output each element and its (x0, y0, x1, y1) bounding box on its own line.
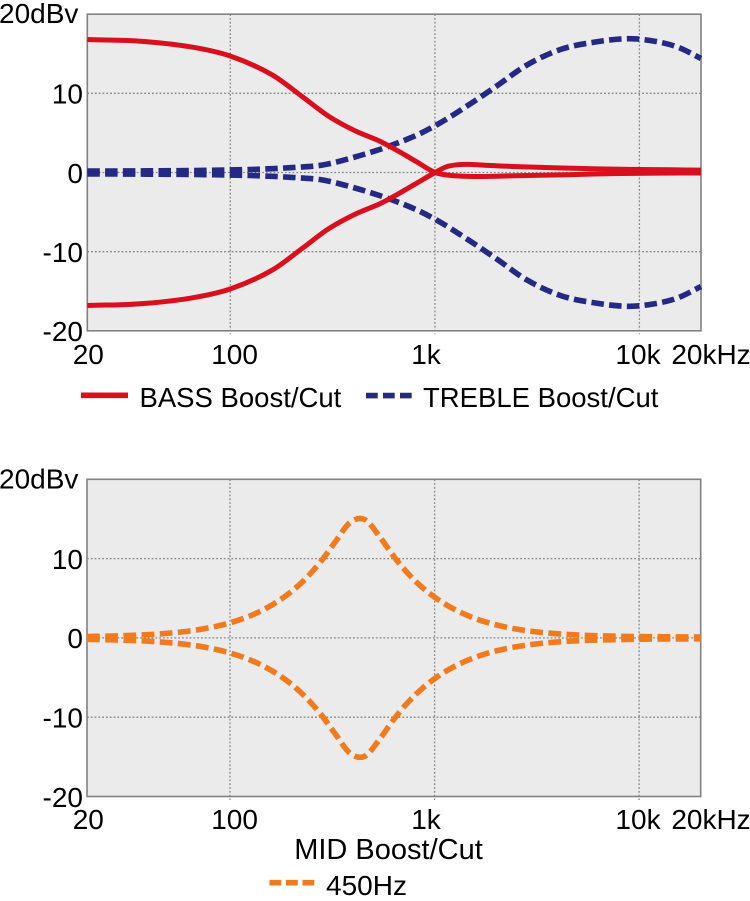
svg-text:1k: 1k (411, 339, 442, 370)
svg-text:0: 0 (67, 623, 83, 654)
svg-text:1k: 1k (411, 804, 442, 835)
svg-text:-10: -10 (43, 237, 83, 268)
svg-text:100: 100 (211, 339, 258, 370)
svg-text:-20: -20 (43, 316, 83, 347)
svg-text:450Hz: 450Hz (326, 870, 407, 901)
svg-text:20kHz: 20kHz (671, 804, 750, 835)
svg-text:MID Boost/Cut: MID Boost/Cut (294, 834, 483, 866)
svg-text:100: 100 (211, 804, 258, 835)
svg-text:-10: -10 (43, 703, 83, 734)
svg-text:-20: -20 (43, 782, 83, 813)
svg-text:20: 20 (73, 339, 104, 370)
svg-text:20dBv: 20dBv (0, 0, 78, 29)
svg-text:20: 20 (73, 804, 104, 835)
svg-text:10: 10 (52, 544, 83, 575)
svg-text:10k: 10k (615, 339, 661, 370)
svg-text:10: 10 (52, 79, 83, 110)
svg-text:20kHz: 20kHz (671, 339, 750, 370)
svg-text:BASS Boost/Cut: BASS Boost/Cut (140, 382, 342, 413)
svg-text:20dBv: 20dBv (0, 463, 78, 494)
svg-text:10k: 10k (615, 804, 661, 835)
svg-text:TREBLE Boost/Cut: TREBLE Boost/Cut (423, 382, 659, 413)
svg-text:0: 0 (67, 158, 83, 189)
